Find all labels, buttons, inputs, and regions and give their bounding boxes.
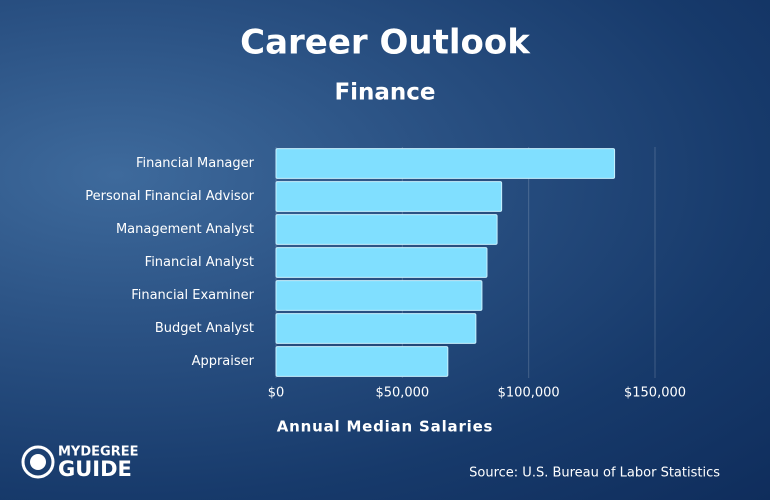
- bar: [275, 313, 477, 344]
- bar: [275, 346, 449, 377]
- bar: [275, 247, 488, 278]
- bar: [275, 214, 498, 245]
- y-tick-label: Financial Analyst: [145, 255, 254, 270]
- x-tick-label: $50,000: [375, 386, 429, 401]
- bar: [275, 148, 616, 179]
- x-tick-label: $0: [268, 386, 285, 401]
- x-tick-label: $100,000: [498, 386, 560, 401]
- bar: [275, 280, 483, 311]
- y-tick-label: Management Analyst: [116, 222, 254, 237]
- y-tick-label: Personal Financial Advisor: [85, 189, 254, 204]
- y-tick-label: Budget Analyst: [155, 321, 254, 336]
- chart-title: Career Outlook: [240, 23, 531, 63]
- logo-icon: [21, 445, 55, 479]
- logo-icon-center: [30, 454, 46, 470]
- y-tick-label: Financial Manager: [136, 156, 255, 171]
- bar: [275, 181, 503, 212]
- source: Source: U.S. Bureau of Labor Statistics: [469, 466, 720, 481]
- logo-text: MYDEGREE: [58, 445, 138, 460]
- logo: MYDEGREE GUIDE: [21, 445, 138, 481]
- x-tick-label: $150,000: [624, 386, 686, 401]
- x-axis-label: Annual Median Salaries: [277, 418, 494, 436]
- y-tick-label: Financial Examiner: [131, 288, 254, 303]
- logo-text: GUIDE: [58, 457, 132, 481]
- y-tick-label: Appraiser: [192, 354, 255, 369]
- chart-subtitle: Finance: [334, 80, 435, 106]
